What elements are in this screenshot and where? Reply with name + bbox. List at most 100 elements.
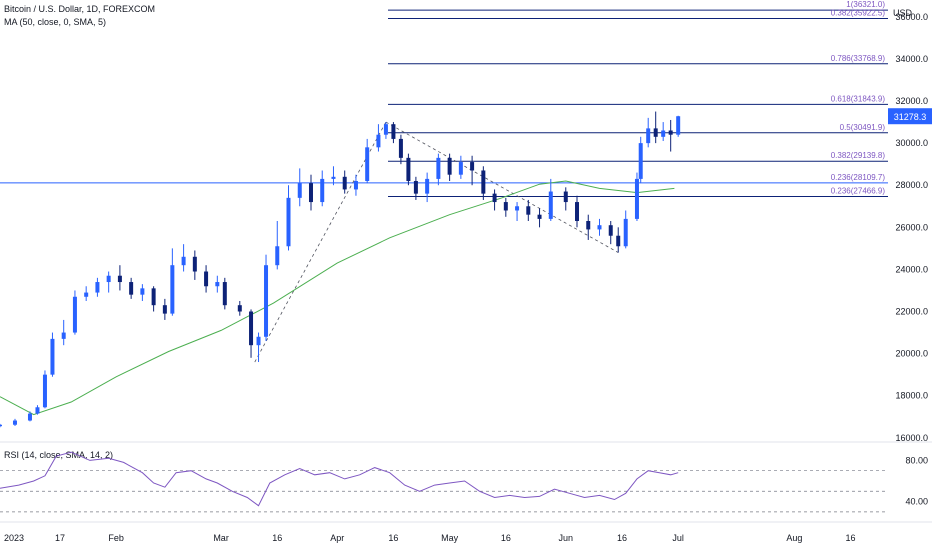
candle-body <box>342 176 347 190</box>
candle-body <box>286 197 291 247</box>
currency-label: USD <box>893 8 913 18</box>
candle-body <box>129 282 134 295</box>
candle-body <box>117 275 122 283</box>
candle-body <box>503 202 508 211</box>
candle-body <box>365 147 370 182</box>
candle-body <box>470 162 475 171</box>
trend-line <box>385 121 619 253</box>
candle-body <box>61 332 66 339</box>
rsi-tick-label: 80.00 <box>905 455 928 465</box>
rsi-line <box>0 451 679 507</box>
y-tick-label: 32000.0 <box>895 96 928 106</box>
candle-body <box>106 275 111 283</box>
x-tick-label: 16 <box>846 533 856 543</box>
y-tick-label: 24000.0 <box>895 264 928 274</box>
candle-body <box>447 157 452 175</box>
candle-body <box>264 265 269 337</box>
candle-body <box>42 374 47 408</box>
y-tick-label: 18000.0 <box>895 391 928 401</box>
x-tick-label: 16 <box>272 533 282 543</box>
x-tick-label: Mar <box>213 533 229 543</box>
candle-body <box>162 305 167 314</box>
candle-body <box>586 221 591 230</box>
candle-body <box>391 124 396 139</box>
x-tick-label: 17 <box>55 533 65 543</box>
fib-label: 0.236(28109.7) <box>831 173 886 182</box>
candle-body <box>575 202 580 221</box>
candle-body <box>597 225 602 230</box>
candle-body <box>95 282 100 293</box>
candle-body <box>526 206 531 215</box>
moving-average-line <box>0 180 675 416</box>
candle-body <box>398 138 403 158</box>
x-tick-label: 16 <box>388 533 398 543</box>
candle-body <box>376 134 381 148</box>
rsi-tick-label: 40.00 <box>905 497 928 507</box>
y-tick-label: 34000.0 <box>895 54 928 64</box>
candle-body <box>181 256 186 266</box>
candle-body <box>353 181 358 190</box>
candle-body <box>204 271 209 287</box>
candle-body <box>308 183 313 203</box>
candle-body <box>0 424 2 427</box>
y-tick-label: 28000.0 <box>895 180 928 190</box>
last-price-label: 31278.3 <box>894 112 927 122</box>
candle-body <box>436 157 441 179</box>
ma-indicator-label: MA (50, close, 0, SMA, 5) <box>4 17 107 27</box>
candle-body <box>84 292 89 297</box>
fib-label: 0.786(33768.9) <box>831 54 886 63</box>
candle-body <box>653 128 658 137</box>
x-tick-label: Aug <box>786 533 802 543</box>
candle-body <box>668 130 673 135</box>
candle-body <box>634 178 639 219</box>
candle-body <box>256 336 261 346</box>
candle-body <box>458 162 463 175</box>
candle-body <box>563 191 568 203</box>
fib-label: 0.382(35922.5) <box>831 8 886 17</box>
x-tick-label: 16 <box>617 533 627 543</box>
candle-body <box>140 288 145 295</box>
candle-body <box>50 338 55 375</box>
rsi-indicator-label: RSI (14, close, SMA, 14, 2) <box>4 450 114 460</box>
candle-body <box>320 178 325 203</box>
candle-body <box>297 183 302 198</box>
x-tick-label: Jun <box>559 533 574 543</box>
x-tick-label: Apr <box>330 533 344 543</box>
candle-body <box>515 206 520 211</box>
fib-label: 1(36321.0) <box>846 0 885 9</box>
fib-label: 0.618(31843.9) <box>831 94 886 103</box>
candle-body <box>638 143 643 179</box>
x-tick-label: Feb <box>108 533 124 543</box>
candle-body <box>481 170 486 194</box>
y-tick-label: 30000.0 <box>895 138 928 148</box>
candle-body <box>413 181 418 194</box>
candle-body <box>237 305 242 312</box>
candle-body <box>646 128 651 144</box>
candle-body <box>331 176 336 179</box>
candle-body <box>623 218 628 247</box>
y-tick-label: 22000.0 <box>895 307 928 317</box>
candle-body <box>12 420 17 425</box>
candle-body <box>537 214 542 219</box>
x-tick-label: May <box>441 533 459 543</box>
candle-body <box>616 235 621 247</box>
x-tick-label: 16 <box>501 533 511 543</box>
candle-body <box>222 282 227 306</box>
candle-body <box>215 282 220 287</box>
fib-label: 0.382(29139.8) <box>831 151 886 160</box>
last-price-tag <box>888 108 932 125</box>
y-tick-label: 26000.0 <box>895 222 928 232</box>
fib-label: 0.236(27466.9) <box>831 186 886 195</box>
candle-body <box>35 407 40 414</box>
candle-body <box>27 413 32 421</box>
x-tick-label: Jul <box>672 533 684 543</box>
candle-body <box>548 191 553 219</box>
candle-body <box>425 178 430 194</box>
candle-body <box>275 246 280 266</box>
candle-body <box>608 225 613 236</box>
fib-label: 0.5(30491.9) <box>840 123 886 132</box>
y-tick-label: 36000.0 <box>895 12 928 22</box>
candle-body <box>170 265 175 314</box>
candle-body <box>192 256 197 272</box>
